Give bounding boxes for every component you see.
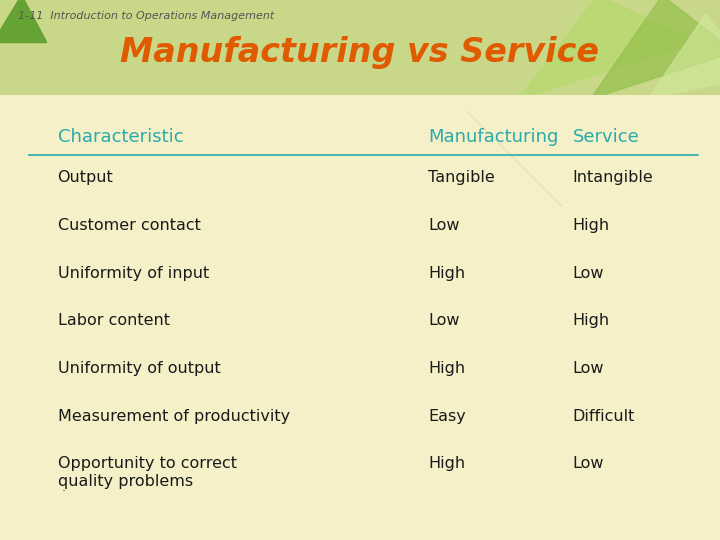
Text: Opportunity to correct
quality problems: Opportunity to correct quality problems [58, 456, 237, 489]
Text: 1-11  Introduction to Operations Management: 1-11 Introduction to Operations Manageme… [18, 11, 274, 22]
Polygon shape [0, 0, 47, 43]
Text: High: High [428, 456, 466, 471]
Text: Tangible: Tangible [428, 170, 495, 185]
Text: Uniformity of output: Uniformity of output [58, 361, 220, 376]
Text: Uniformity of input: Uniformity of input [58, 266, 209, 281]
Text: .: . [61, 481, 66, 494]
Text: Manufacturing vs Service: Manufacturing vs Service [120, 36, 600, 70]
Text: High: High [428, 361, 466, 376]
Polygon shape [590, 0, 720, 99]
Text: Low: Low [572, 456, 604, 471]
Text: Customer contact: Customer contact [58, 218, 200, 233]
Text: High: High [428, 266, 466, 281]
Text: Intangible: Intangible [572, 170, 653, 185]
Text: Low: Low [572, 266, 604, 281]
Text: Output: Output [58, 170, 113, 185]
Text: Measurement of productivity: Measurement of productivity [58, 409, 289, 423]
Text: Low: Low [428, 218, 460, 233]
Polygon shape [648, 14, 720, 99]
Text: Manufacturing: Manufacturing [428, 128, 559, 146]
Polygon shape [518, 0, 698, 99]
Text: Service: Service [572, 128, 639, 146]
Text: Difficult: Difficult [572, 409, 635, 423]
Text: High: High [572, 218, 610, 233]
Text: Characteristic: Characteristic [58, 128, 183, 146]
Text: Low: Low [428, 313, 460, 328]
Text: High: High [572, 313, 610, 328]
Text: Low: Low [572, 361, 604, 376]
Text: Labor content: Labor content [58, 313, 170, 328]
Text: Easy: Easy [428, 409, 466, 423]
